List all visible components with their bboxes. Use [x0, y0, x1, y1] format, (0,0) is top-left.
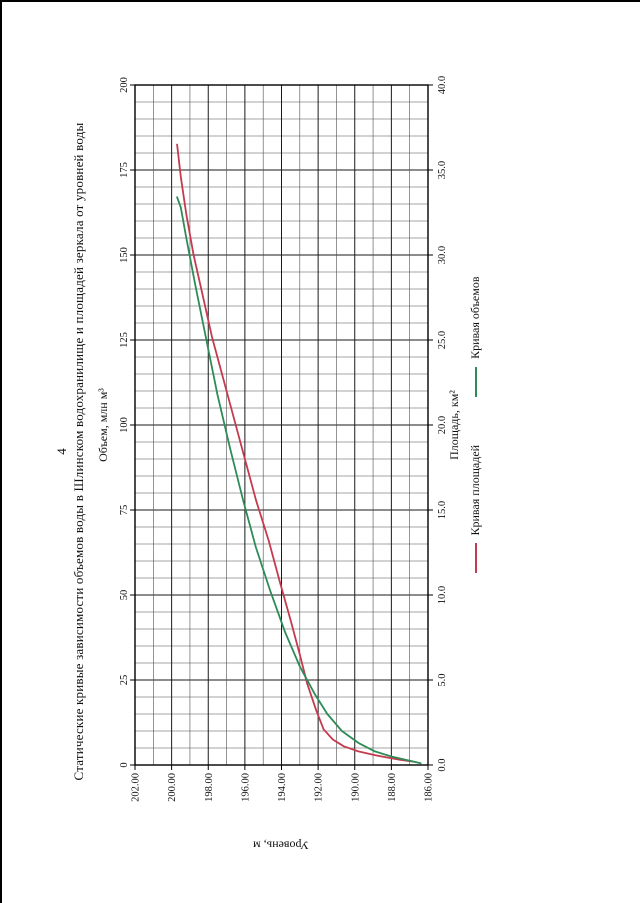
left-axis-title: Уровень, м: [253, 838, 309, 853]
bottom-axis-tick-label: 10.0: [437, 586, 448, 604]
legend-item-areas: Кривая площадей: [468, 445, 483, 574]
top-axis-tick-label: 175: [119, 162, 130, 178]
bottom-axis-tick-label: 15.0: [437, 501, 448, 519]
left-axis-tick-label: 202.00: [131, 773, 142, 802]
top-axis-tick-label: 150: [119, 247, 130, 263]
top-axis-tick-label: 0: [119, 762, 130, 767]
legend-label-volumes: Кривая объемов: [468, 276, 482, 359]
left-axis-tick-label: 198.00: [204, 773, 215, 802]
left-axis-tick-label: 190.00: [350, 773, 361, 802]
bottom-axis-tick-label: 25.0: [437, 331, 448, 349]
series-line-volumes: [176, 196, 422, 765]
chart-legend: Кривая площадей Кривая объемов: [468, 85, 483, 765]
bottom-axis-tick-label: 35.0: [437, 161, 448, 179]
bottom-axis-tick-label: 40.0: [437, 76, 448, 94]
bottom-axis-tick-label: 0.0: [437, 758, 448, 771]
page-edge-top: [0, 0, 640, 2]
legend-item-volumes: Кривая объемов: [468, 277, 483, 397]
left-axis-tick-label: 186.00: [424, 773, 435, 802]
left-axis-tick-label: 196.00: [240, 773, 251, 802]
legend-swatch-volumes: [474, 366, 477, 397]
series-line-areas: [176, 143, 415, 763]
left-axis-tick-label: 194.00: [277, 773, 288, 802]
left-axis-tick-label: 192.00: [314, 773, 325, 802]
top-axis-tick-label: 100: [119, 417, 130, 433]
left-axis-tick-label: 200.00: [167, 773, 178, 802]
top-axis-tick-label: 50: [119, 590, 130, 601]
top-axis-tick-label: 125: [119, 332, 130, 348]
top-axis-title: Объем, млн м³: [96, 388, 110, 462]
bottom-axis-tick-label: 20.0: [437, 416, 448, 434]
left-axis-tick-label: 188.00: [387, 773, 398, 802]
legend-label-areas: Кривая площадей: [468, 444, 482, 536]
bottom-axis-tick-label: 5.0: [437, 673, 448, 686]
top-axis-tick-label: 200: [119, 77, 130, 93]
top-axis-tick-label: 75: [119, 505, 130, 516]
page-edge-left: [0, 0, 2, 903]
top-axis-tick-label: 25: [119, 675, 130, 686]
bottom-axis-tick-label: 30.0: [437, 246, 448, 264]
legend-swatch-areas: [474, 543, 477, 574]
bottom-axis-title: Площадь, км²: [447, 390, 461, 460]
